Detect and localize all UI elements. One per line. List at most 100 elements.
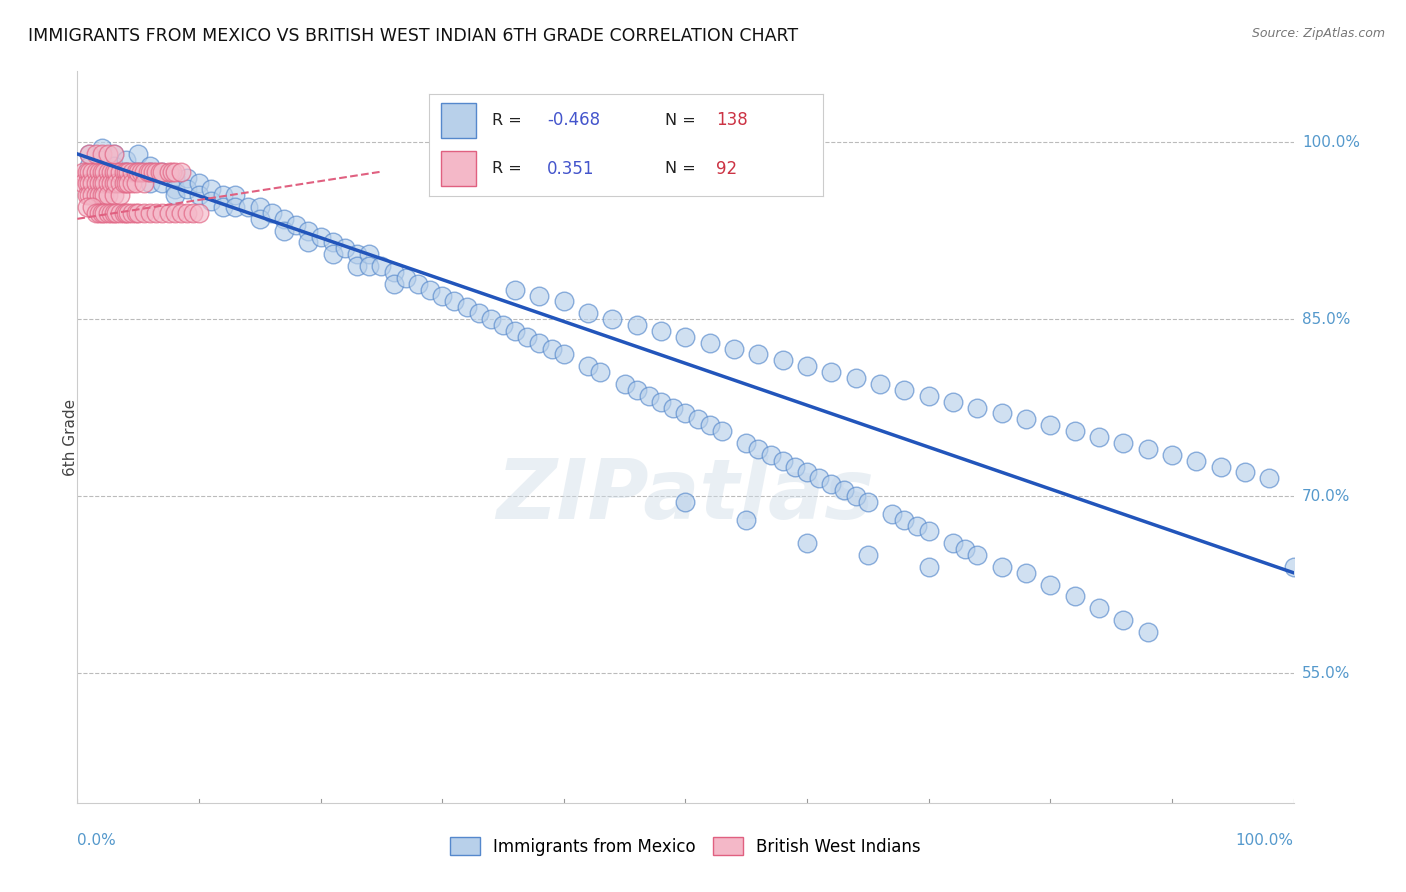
Point	[918, 524, 941, 539]
Point	[76, 200, 98, 214]
Point	[796, 466, 818, 480]
Point	[1136, 442, 1159, 456]
Point	[105, 164, 128, 178]
Point	[553, 294, 575, 309]
Point	[443, 294, 465, 309]
Point	[152, 164, 174, 178]
Point	[103, 188, 125, 202]
Point	[84, 188, 107, 202]
Point	[103, 170, 125, 185]
Point	[212, 200, 235, 214]
Point	[796, 536, 818, 550]
Point	[157, 206, 180, 220]
Point	[90, 153, 112, 167]
Point	[1136, 624, 1159, 639]
Point	[346, 247, 368, 261]
Point	[90, 164, 112, 178]
Text: 85.0%: 85.0%	[1302, 311, 1350, 326]
Point	[93, 164, 115, 178]
Point	[80, 188, 103, 202]
Point	[675, 330, 697, 344]
Point	[90, 206, 112, 220]
Point	[125, 164, 148, 178]
Point	[856, 548, 879, 562]
Point	[112, 177, 135, 191]
Point	[149, 164, 172, 178]
Point	[699, 335, 721, 350]
Point	[108, 206, 131, 220]
Point	[188, 188, 211, 202]
Point	[260, 206, 283, 220]
Text: ZIPatlas: ZIPatlas	[496, 455, 875, 536]
Point	[735, 436, 758, 450]
Point	[176, 170, 198, 185]
Point	[90, 141, 112, 155]
Point	[1015, 566, 1038, 580]
Point	[112, 206, 135, 220]
Point	[699, 418, 721, 433]
Point	[97, 188, 120, 202]
Point	[796, 359, 818, 374]
Point	[93, 188, 115, 202]
Point	[503, 283, 526, 297]
Point	[882, 507, 904, 521]
Point	[117, 177, 139, 191]
Point	[100, 177, 122, 191]
Point	[747, 347, 769, 361]
Point	[117, 206, 139, 220]
Point	[134, 177, 156, 191]
Point	[650, 324, 672, 338]
Point	[1209, 459, 1232, 474]
Point	[1063, 590, 1085, 604]
Text: 0.0%: 0.0%	[77, 833, 117, 848]
Point	[152, 206, 174, 220]
Point	[170, 206, 193, 220]
Point	[626, 383, 648, 397]
FancyBboxPatch shape	[440, 103, 477, 137]
Point	[163, 206, 186, 220]
Point	[953, 542, 976, 557]
Point	[103, 177, 125, 191]
Text: -0.468: -0.468	[547, 112, 600, 129]
Point	[89, 188, 111, 202]
Text: 100.0%: 100.0%	[1236, 833, 1294, 848]
Point	[121, 206, 143, 220]
Point	[576, 359, 599, 374]
Point	[820, 477, 842, 491]
Point	[1185, 453, 1208, 467]
Text: N =: N =	[665, 112, 696, 128]
Point	[80, 177, 103, 191]
Text: Source: ZipAtlas.com: Source: ZipAtlas.com	[1251, 27, 1385, 40]
Point	[127, 164, 149, 178]
Point	[80, 200, 103, 214]
Point	[602, 312, 624, 326]
Point	[1161, 448, 1184, 462]
Point	[918, 559, 941, 574]
Point	[1112, 436, 1135, 450]
Point	[638, 389, 661, 403]
Point	[79, 147, 101, 161]
Point	[176, 206, 198, 220]
Point	[309, 229, 332, 244]
Text: R =: R =	[492, 112, 522, 128]
Point	[79, 188, 101, 202]
Point	[200, 194, 222, 208]
Point	[966, 401, 988, 415]
Point	[322, 235, 344, 250]
Point	[832, 483, 855, 498]
Point	[893, 513, 915, 527]
Point	[529, 335, 551, 350]
Point	[613, 376, 636, 391]
Point	[108, 177, 131, 191]
Point	[772, 453, 794, 467]
Point	[97, 164, 120, 178]
Point	[990, 559, 1012, 574]
Point	[97, 147, 120, 161]
Point	[125, 206, 148, 220]
Point	[467, 306, 489, 320]
Point	[115, 164, 138, 178]
Point	[735, 513, 758, 527]
Point	[1015, 412, 1038, 426]
Point	[76, 164, 98, 178]
Point	[297, 224, 319, 238]
